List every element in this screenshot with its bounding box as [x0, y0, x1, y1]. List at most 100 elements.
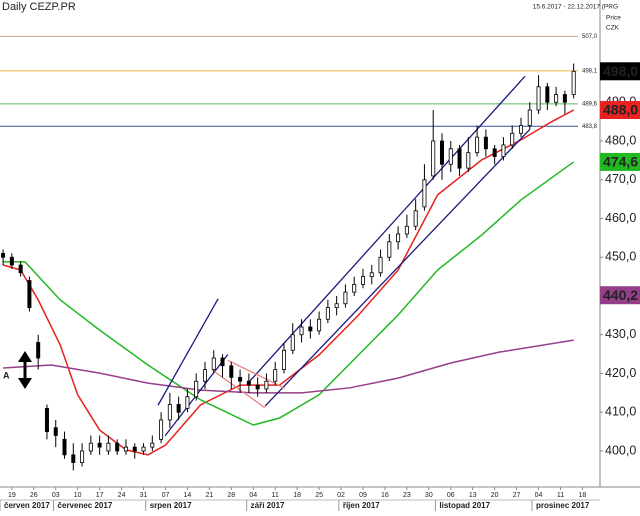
candle-body	[141, 446, 146, 452]
candle-body	[325, 307, 330, 320]
month-label: září 2017	[251, 501, 285, 510]
candle-body	[545, 86, 550, 103]
candle-body	[360, 276, 365, 285]
candle-body	[352, 283, 357, 293]
x-tick-label: 26	[30, 492, 38, 499]
candle-body	[378, 256, 383, 274]
y-tick-label: 450,0	[605, 250, 636, 264]
x-tick-label: 21	[205, 492, 213, 499]
candle-body	[492, 148, 497, 157]
date-range: 15.6.2017 - 22.12.2017 (PRG	[533, 4, 618, 11]
candle-body	[97, 442, 102, 448]
chart-title: Daily CEZP.PR	[2, 1, 76, 13]
candle-body	[53, 427, 58, 436]
candle-body	[246, 380, 251, 386]
candle-body	[255, 384, 260, 390]
price-box-label: 498,0	[603, 63, 638, 79]
x-tick-label: 07	[162, 492, 170, 499]
moving-average	[3, 161, 575, 426]
candle-body	[27, 280, 32, 309]
candle-body	[475, 136, 480, 154]
candle-body	[176, 404, 181, 413]
x-tick-label: 17	[96, 492, 104, 499]
x-tick-label: 27	[513, 492, 521, 499]
price-box-label: 488,0	[603, 102, 638, 118]
candle-body	[123, 446, 128, 452]
candle-body	[1, 252, 6, 258]
unit-label: CZK	[606, 25, 620, 32]
month-label: listopad 2017	[439, 501, 490, 510]
x-tick-label: 11	[557, 492, 564, 499]
trend-line	[264, 128, 531, 407]
candle-body	[44, 407, 49, 432]
candle-body	[159, 419, 164, 440]
x-tick-label: 30	[425, 492, 433, 499]
candle-body	[281, 349, 286, 371]
x-tick-label: 19	[8, 492, 16, 499]
x-tick-label: 13	[469, 492, 477, 499]
candle-body	[150, 442, 155, 448]
candle-body	[80, 450, 85, 463]
y-tick-label: 410,0	[605, 405, 636, 419]
candle-body	[238, 376, 243, 382]
candle-body	[211, 357, 216, 371]
candle-body	[562, 94, 567, 103]
y-tick-label: 420,0	[605, 366, 636, 380]
month-label: srpen 2017	[150, 501, 192, 510]
x-tick-label: 11	[272, 492, 279, 499]
candle-body	[299, 326, 304, 336]
candle-body	[554, 94, 559, 103]
x-tick-label: 04	[535, 492, 543, 499]
y-tick-label: 430,0	[605, 327, 636, 341]
x-tick-label: 24	[118, 492, 126, 499]
level-label: 507,0	[582, 34, 598, 40]
candle-body	[71, 454, 76, 463]
x-tick-label: 23	[403, 492, 411, 499]
price-box-label: 474,6	[603, 154, 638, 170]
month-label: červenec 2017	[58, 501, 113, 510]
candle-body	[220, 357, 225, 367]
x-tick-label: 18	[293, 492, 301, 499]
candle-body	[404, 225, 409, 235]
y-tick-label: 460,0	[605, 211, 636, 225]
x-tick-label: 16	[381, 492, 389, 499]
x-tick-label: 04	[249, 492, 257, 499]
candle-body	[396, 233, 401, 243]
x-tick-label: 03	[52, 492, 60, 499]
x-tick-label: 10	[74, 492, 82, 499]
candle-body	[317, 318, 322, 332]
candle-body	[439, 140, 444, 165]
candle-body	[510, 132, 515, 146]
x-tick-label: 28	[227, 492, 235, 499]
price-box	[600, 152, 640, 171]
x-tick-label: 25	[315, 492, 323, 499]
candle-body	[36, 342, 41, 359]
candle-body	[501, 144, 506, 157]
candle-body	[115, 442, 120, 452]
candle-body	[18, 264, 23, 274]
candle-body	[229, 365, 234, 378]
candle-body	[413, 210, 418, 227]
y-tick-label: 470,0	[605, 172, 636, 186]
moving-average	[2, 109, 575, 456]
price-box-label: 440,2	[603, 287, 638, 303]
candle-body	[308, 326, 313, 332]
candle-body	[132, 446, 137, 452]
marker-label: A	[3, 370, 10, 380]
y-tick-label: 400,0	[605, 443, 636, 457]
candle-body	[536, 86, 541, 111]
x-tick-label: 06	[447, 492, 455, 499]
x-tick-label: 18	[579, 492, 587, 499]
candle-body	[369, 272, 374, 278]
plot-area	[0, 35, 578, 471]
x-tick-label: 14	[184, 492, 192, 499]
x-tick-label: 02	[337, 492, 345, 499]
candle-body	[457, 148, 462, 169]
candle-body	[202, 369, 207, 382]
month-label: červen 2017	[4, 501, 50, 510]
candle-body	[431, 140, 436, 177]
y-tick-label: 480,0	[605, 133, 636, 147]
candle-body	[422, 179, 427, 208]
level-label: 489,6	[582, 101, 598, 107]
